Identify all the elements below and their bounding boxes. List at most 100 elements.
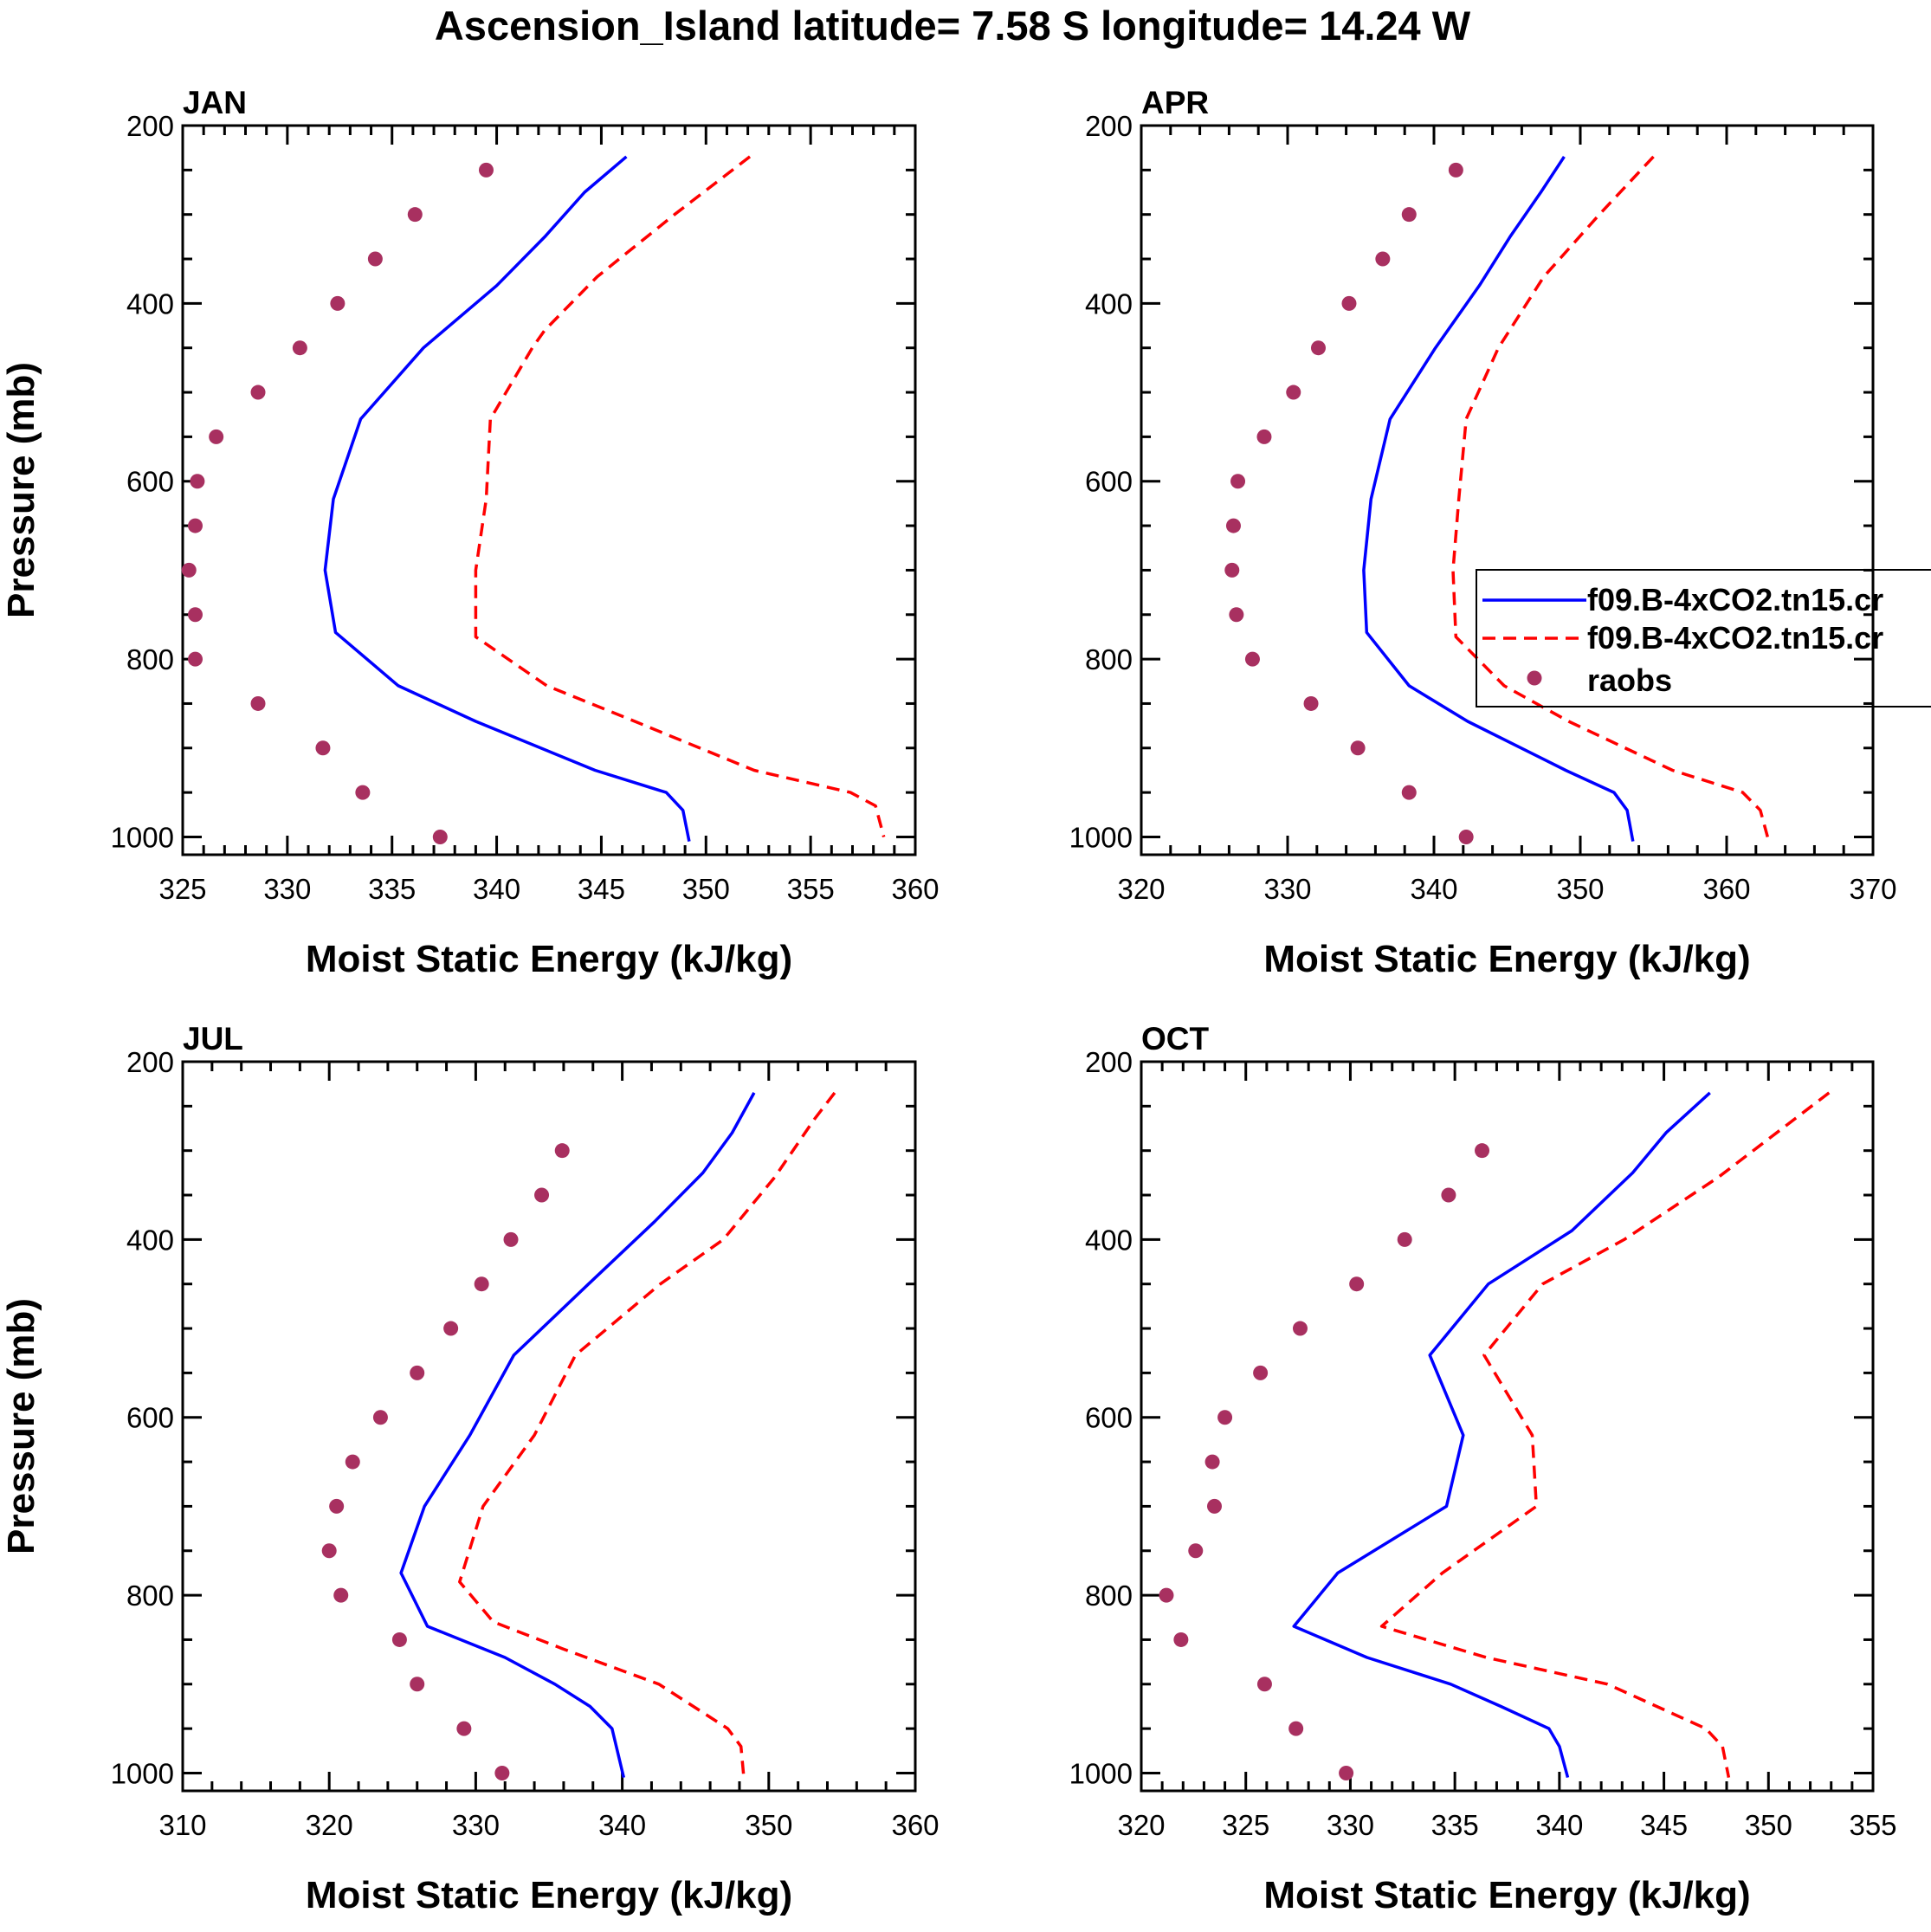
raobs-point	[1441, 1187, 1456, 1203]
raobs-point	[181, 562, 197, 578]
raobs-point	[330, 295, 346, 311]
y-tick-label: 200	[1085, 1046, 1133, 1078]
raobs-point	[1401, 207, 1417, 223]
panel-apr: APR 320 330 340 350 360 370 200 400 600 800 1000 Moi…	[1069, 85, 1897, 980]
raobs-point	[1256, 1677, 1272, 1692]
raobs-point	[315, 740, 331, 756]
raobs-point	[554, 1143, 570, 1159]
x-axis-label: Moist Static Energy (kJ/kg)	[306, 1874, 792, 1916]
y-tick-label: 1000	[111, 821, 174, 853]
x-tick-label: 325	[1222, 1809, 1269, 1841]
x-axis-label: Moist Static Energy (kJ/kg)	[1263, 1874, 1750, 1916]
plot-frame	[181, 1060, 917, 1793]
raobs-point	[1310, 340, 1326, 356]
y-tick-label: 200	[1085, 110, 1133, 142]
y-tick-label: 800	[126, 643, 174, 675]
x-tick-label: 350	[1745, 1809, 1792, 1841]
raobs-point	[1288, 1721, 1304, 1736]
raobs-point	[1225, 518, 1241, 533]
x-tick-label: 340	[473, 873, 520, 905]
x-tick-label: 335	[368, 873, 416, 905]
panel-jul: JUL 310 320 330 340 350 360 200 400 600 800 1000 Moi…	[0, 1021, 940, 1916]
x-tick-label: 330	[263, 873, 311, 905]
raobs-point	[1401, 785, 1417, 800]
panel-title: OCT	[1141, 1021, 1210, 1056]
x-tick-label: 360	[891, 1809, 939, 1841]
raobs-point	[367, 251, 383, 267]
x-tick-label: 340	[598, 1809, 646, 1841]
raobs-point	[355, 785, 371, 800]
legend-label: f09.B-4xCO2.tn15.cr	[1587, 620, 1883, 656]
raobs-point	[1475, 1143, 1490, 1159]
x-tick-label: 360	[1702, 873, 1750, 905]
x-tick-label: 340	[1410, 873, 1457, 905]
raobs-point	[1341, 295, 1357, 311]
raobs-point	[494, 1765, 510, 1780]
dashed-series-line	[1451, 155, 1769, 837]
y-tick-label: 600	[126, 466, 174, 498]
raobs-point	[209, 429, 224, 444]
raobs-point	[534, 1187, 550, 1203]
raobs-point	[443, 1321, 459, 1336]
x-tick-label: 350	[682, 873, 730, 905]
y-tick-label: 400	[126, 1224, 174, 1256]
y-tick-label: 400	[1085, 288, 1133, 320]
raobs-point	[1256, 429, 1272, 444]
raobs-point	[474, 1276, 489, 1292]
x-tick-label: 360	[891, 873, 939, 905]
raobs-point	[345, 1454, 360, 1470]
raobs-point	[503, 1231, 519, 1247]
raobs-point	[1303, 695, 1319, 711]
legend-label: raobs	[1587, 662, 1672, 698]
y-axis-label: Pressure (mb)	[0, 362, 42, 618]
x-tick-label: 320	[1117, 873, 1165, 905]
raobs-point	[1286, 384, 1301, 400]
plot-frame	[1140, 124, 1875, 856]
x-tick-label: 345	[1640, 1809, 1688, 1841]
raobs-point	[188, 518, 203, 533]
y-tick-label: 800	[1085, 643, 1133, 675]
x-tick-label: 370	[1849, 873, 1896, 905]
y-tick-label: 800	[126, 1580, 174, 1612]
y-tick-label: 200	[126, 1046, 174, 1078]
raobs-point	[1188, 1543, 1204, 1559]
legend-box	[1476, 569, 1931, 708]
raobs-point	[1224, 562, 1240, 578]
panel-title: JUL	[183, 1021, 243, 1056]
y-axis-label: Pressure (mb)	[0, 1298, 42, 1554]
plot-frame	[181, 124, 917, 856]
raobs-point	[1350, 740, 1366, 756]
figure-title: Ascension_Island latitude= 7.58 S longit…	[435, 3, 1471, 48]
raobs-point	[188, 607, 203, 623]
panel-title: JAN	[183, 85, 247, 120]
raobs-point	[1217, 1410, 1233, 1425]
x-axis-label: Moist Static Energy (kJ/kg)	[1263, 938, 1750, 980]
x-tick-label: 350	[1556, 873, 1604, 905]
y-tick-label: 1000	[111, 1757, 174, 1789]
raobs-point	[250, 695, 266, 711]
raobs-point	[478, 162, 494, 178]
panel-title: APR	[1141, 85, 1209, 120]
solid-series-line	[1292, 1091, 1711, 1779]
raobs-point	[333, 1587, 349, 1603]
x-tick-label: 340	[1535, 1809, 1583, 1841]
y-tick-label: 1000	[1069, 821, 1133, 853]
x-tick-label: 330	[1327, 1809, 1374, 1841]
y-tick-label: 600	[126, 1402, 174, 1434]
x-tick-label: 345	[578, 873, 625, 905]
raobs-point	[1375, 251, 1391, 267]
raobs-point	[391, 1632, 407, 1647]
raobs-point	[407, 207, 423, 223]
y-tick-label: 1000	[1069, 1757, 1133, 1789]
raobs-point	[456, 1721, 472, 1736]
raobs-point	[1458, 829, 1474, 844]
raobs-point	[1244, 651, 1260, 667]
x-tick-label: 355	[787, 873, 835, 905]
raobs-point	[1204, 1454, 1220, 1470]
solid-series-line	[399, 1092, 756, 1779]
x-tick-label: 330	[1263, 873, 1311, 905]
raobs-point	[188, 651, 203, 667]
raobs-point	[190, 474, 205, 489]
y-tick-label: 400	[1085, 1224, 1133, 1256]
y-tick-label: 600	[1085, 1402, 1133, 1434]
